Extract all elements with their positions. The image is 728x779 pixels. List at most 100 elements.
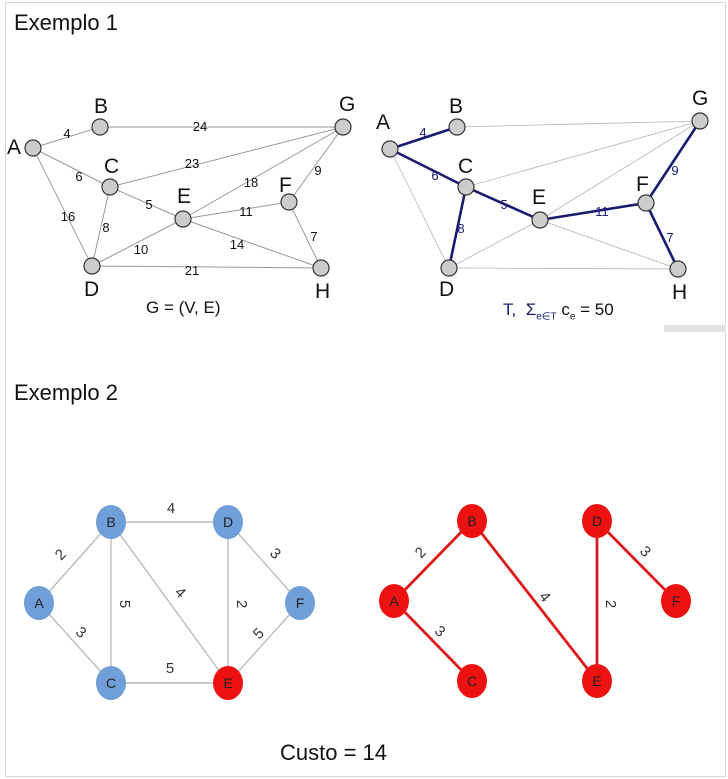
ex2-tree-edge-A-B xyxy=(392,520,474,602)
tree-edge-F-H xyxy=(644,202,680,270)
graph-weight-G-F: 9 xyxy=(314,163,321,178)
ex2-tree-node-label-B: B xyxy=(467,513,476,529)
graph-node-A xyxy=(24,139,42,157)
graph-weight-A-D: 16 xyxy=(61,209,75,224)
tree-symbol: T, xyxy=(503,300,517,319)
tree-graph-edge-E-H xyxy=(539,219,679,270)
sum-subscript: e∈T xyxy=(536,311,557,323)
graph-node-F xyxy=(280,193,298,211)
graph-node-label-C: C xyxy=(104,155,119,178)
tree-weight-A-B: 4 xyxy=(419,125,426,140)
tree-graph-edge-E-G xyxy=(539,120,701,221)
ex2-edge-A-B xyxy=(38,521,112,604)
cost-symbol: c xyxy=(561,300,570,319)
tree-weight-G-F: 9 xyxy=(671,163,678,178)
graph-edge-C-D xyxy=(91,186,111,267)
ex2-tree-node-A xyxy=(379,584,409,618)
graph-edge-E-G xyxy=(182,126,344,220)
graph-node-H xyxy=(312,259,330,277)
graph-edge-E-F xyxy=(182,201,290,220)
graph-weight-D-H: 21 xyxy=(185,263,199,278)
ex2-weight-B-C: 5 xyxy=(116,600,133,608)
ex2-weight-C-E: 5 xyxy=(166,660,174,677)
cost-subscript: e xyxy=(569,311,576,323)
ex2-weight-B-E: 4 xyxy=(171,584,189,602)
ex2-tree-node-label-D: D xyxy=(592,513,602,529)
graph-node-label-A: A xyxy=(7,136,21,159)
ex2-node-label-B: B xyxy=(106,514,115,530)
graph-edge-C-E xyxy=(109,186,184,220)
ex2-edge-B-E xyxy=(110,521,229,684)
tree-cost-caption: T, Σe∈T ce = 50 xyxy=(503,300,614,322)
tree-graph-edge-C-G xyxy=(465,120,701,188)
graph-node-D xyxy=(83,257,101,275)
tree-node-label-A: A xyxy=(376,111,390,134)
tree-node-label-G: G xyxy=(692,87,708,110)
tree-weight-F-H: 7 xyxy=(666,230,673,245)
graph-weight-A-B: 4 xyxy=(63,126,70,141)
tree-node-label-C: C xyxy=(458,155,473,178)
ex2-tree-weight-D-E: 2 xyxy=(602,600,619,608)
tree-edge-G-F xyxy=(644,120,702,204)
graph-node-label-G: G xyxy=(339,93,355,116)
graph-edge-D-E xyxy=(91,218,184,267)
ex2-node-E xyxy=(213,666,243,700)
example1-heading: Exemplo 1 xyxy=(14,10,118,35)
graph-edge-F-H xyxy=(288,201,322,269)
tree-weight-A-C: 6 xyxy=(431,168,438,183)
cost-label: Custo = 14 xyxy=(280,740,388,765)
graph-weight-B-G: 24 xyxy=(193,119,207,134)
graph-node-C xyxy=(101,178,119,196)
ex2-tree-node-label-E: E xyxy=(592,673,601,689)
ex2-node-D xyxy=(213,505,243,539)
sum-symbol: Σ xyxy=(525,300,537,319)
tree-edge-A-B xyxy=(389,125,458,151)
tree-node-label-B: B xyxy=(449,95,463,118)
graph-weight-D-E: 10 xyxy=(134,242,148,257)
tree-node-B xyxy=(448,118,466,136)
tree-graph-edge-D-H xyxy=(448,267,679,270)
graph-weight-C-E: 5 xyxy=(145,197,152,212)
ex2-weight-D-E: 2 xyxy=(233,600,250,608)
graph-node-label-D: D xyxy=(84,278,99,301)
example2-heading: Exemplo 2 xyxy=(14,380,118,405)
ex2-tree-edge-D-F xyxy=(596,520,677,602)
tree-node-F xyxy=(637,194,655,212)
tree-node-C xyxy=(457,178,475,196)
graph-edge-D-H xyxy=(91,265,322,269)
tree-node-A xyxy=(381,140,399,158)
tree-graph-edge-D-E xyxy=(448,219,541,269)
tree-weight-C-E: 5 xyxy=(500,197,507,212)
ex2-edge-A-C xyxy=(38,602,112,684)
tree-node-label-F: F xyxy=(636,173,649,196)
ex2-tree-node-C xyxy=(457,664,487,698)
tree-node-label-H: H xyxy=(672,281,687,304)
content-frame xyxy=(5,2,726,777)
tree-node-G xyxy=(691,112,709,130)
ex2-weight-D-F: 3 xyxy=(266,545,284,563)
ex2-edge-F-E xyxy=(227,602,301,684)
tree-graph-edge-B-G xyxy=(456,120,701,128)
ex2-node-F xyxy=(285,586,315,620)
tree-total: = 50 xyxy=(580,300,614,319)
graph-weight-F-H: 7 xyxy=(310,229,317,244)
ex2-tree-node-E xyxy=(582,664,612,698)
ex2-node-B xyxy=(96,505,126,539)
ex2-tree-node-label-F: F xyxy=(672,593,681,609)
graph-node-label-H: H xyxy=(315,280,330,303)
ex2-tree-weight-A-B: 2 xyxy=(412,544,430,562)
graph-weight-A-C: 6 xyxy=(75,169,82,184)
graph-weight-E-F: 11 xyxy=(239,204,253,219)
graph-node-label-F: F xyxy=(279,174,292,197)
graph-caption: G = (V, E) xyxy=(146,298,221,317)
graph-edge-A-C xyxy=(32,147,111,188)
ex2-tree-node-F xyxy=(661,584,691,618)
ex2-node-C xyxy=(96,666,126,700)
tree-weight-C-D: 8 xyxy=(457,221,464,236)
ex2-tree-edge-B-E xyxy=(470,520,599,682)
tree-node-H xyxy=(669,260,687,278)
graph-edge-E-H xyxy=(182,218,322,269)
ex2-node-label-A: A xyxy=(34,595,44,611)
